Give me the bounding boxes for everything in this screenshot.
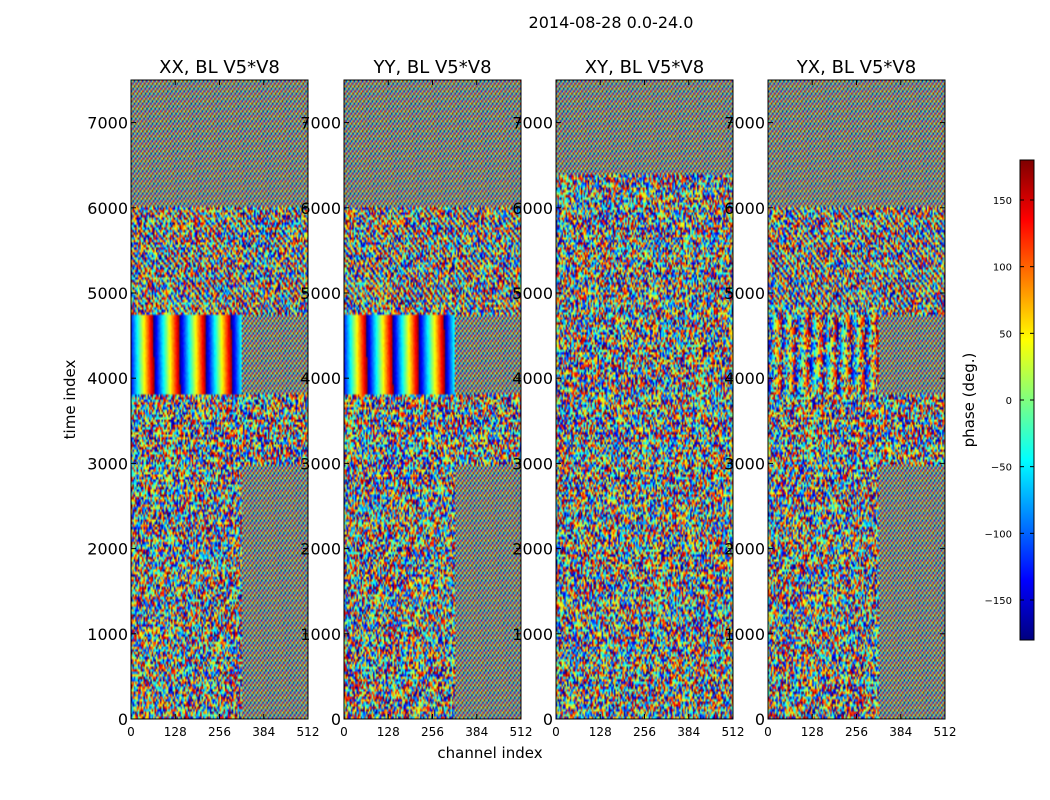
x-tick-label: 256 [421,725,444,739]
y-tick-label: 7000 [724,114,765,133]
colorbar-ticks: 150 100 50 0 −50 −100 −150 [985,196,1034,607]
y-tick-label: 6000 [724,199,765,218]
y-tick-label: 5000 [87,284,128,303]
y-tick-label: 5000 [300,284,341,303]
colorbar-tick-label: −50 [991,463,1012,474]
x-tick-label: 128 [377,725,400,739]
y-tick-label: 4000 [300,369,341,388]
phase-colorbar: 150 100 50 0 −50 −100 −150 phase (deg.) [960,159,1035,641]
y-tick-label: 1000 [724,625,765,644]
x-tick-label: 512 [510,725,533,739]
y-tick-label: 5000 [724,284,765,303]
panel-title: YY, BL V5*V8 [372,57,491,78]
x-tick-label: 384 [889,725,912,739]
colorbar-tick-label: 150 [993,196,1012,207]
x-tick-label: 128 [801,725,824,739]
x-tick-label: 512 [297,725,320,739]
colorbar-tick-label: 50 [999,329,1012,340]
x-axis-label: channel index [437,744,542,762]
x-tick-label: 512 [722,725,745,739]
colorbar-tick-label: 0 [1006,396,1012,407]
x-tick-label: 384 [252,725,275,739]
heatmap-image [131,80,308,719]
x-tick-label: 0 [340,725,348,739]
y-tick-label: 6000 [87,199,128,218]
x-tick-label: 384 [465,725,488,739]
y-tick-label: 6000 [512,199,553,218]
x-tick-label: 384 [677,725,700,739]
y-tick-label: 7000 [87,114,128,133]
y-tick-label: 5000 [512,284,553,303]
x-tick-label: 256 [208,725,231,739]
x-tick-label: 128 [164,725,187,739]
y-axis-label: time index [61,360,79,440]
y-tick-label: 4000 [87,369,128,388]
y-tick-label: 2000 [512,540,553,559]
y-tick-label: 7000 [512,114,553,133]
heatmap-image [556,80,733,719]
x-tick-label: 0 [764,725,772,739]
x-tick-label: 128 [589,725,612,739]
x-tick-label: 0 [552,725,560,739]
x-tick-label: 256 [845,725,868,739]
y-tick-label: 4000 [512,369,553,388]
y-tick-label: 4000 [724,369,765,388]
heatmap-panel-3: XY, BL V5*V8 0 128 256 384 512 0 1000 2000 3000 40… [512,57,744,739]
panel-title: XX, BL V5*V8 [159,57,280,78]
y-tick-label: 0 [755,710,765,729]
x-tick-label: 0 [127,725,135,739]
colorbar-tick-label: −150 [985,596,1012,607]
heatmap-panels: XX, BL V5*V8 0 128 256 384 512 0 1000 2000 3000 40… [61,57,956,762]
colorbar-tick-label: 100 [993,263,1012,274]
y-tick-label: 2000 [724,540,765,559]
y-tick-label: 1000 [300,625,341,644]
y-tick-label: 3000 [87,454,128,473]
y-tick-label: 0 [118,710,128,729]
heatmap-panel-1: XX, BL V5*V8 0 128 256 384 512 0 1000 2000 3000 40… [61,57,543,762]
panel-title: XY, BL V5*V8 [585,57,704,78]
panel-title: YX, BL V5*V8 [796,57,916,78]
y-tick-label: 7000 [300,114,341,133]
y-tick-label: 0 [331,710,341,729]
x-tick-label: 256 [633,725,656,739]
heatmap-panel-4: YX, BL V5*V8 0 128 256 384 512 0 1000 2000 3000 40… [724,57,956,739]
figure-suptitle: 2014-08-28 0.0-24.0 [529,13,694,32]
heatmap-panel-2: YY, BL V5*V8 0 128 256 384 512 0 1000 2000 3000 40… [300,57,532,739]
y-tick-label: 3000 [512,454,553,473]
heatmap-image [768,80,945,719]
x-tick-label: 512 [934,725,957,739]
y-tick-label: 0 [543,710,553,729]
y-tick-label: 1000 [87,625,128,644]
y-tick-label: 1000 [512,625,553,644]
colorbar-label: phase (deg.) [960,353,978,448]
y-tick-label: 2000 [87,540,128,559]
y-tick-label: 2000 [300,540,341,559]
colorbar-tick-label: −100 [985,529,1012,540]
y-tick-label: 3000 [724,454,765,473]
y-tick-label: 3000 [300,454,341,473]
y-tick-label: 6000 [300,199,341,218]
heatmap-image [344,80,521,719]
